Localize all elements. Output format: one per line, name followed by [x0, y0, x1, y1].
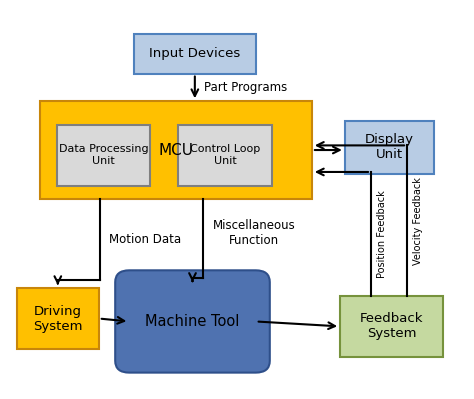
Text: Position Feedback: Position Feedback	[377, 190, 387, 278]
Text: Miscellaneous
Function: Miscellaneous Function	[213, 219, 295, 247]
Text: Velocity Feedback: Velocity Feedback	[413, 177, 423, 265]
FancyBboxPatch shape	[115, 270, 270, 373]
FancyBboxPatch shape	[134, 34, 256, 73]
Text: Motion Data: Motion Data	[109, 233, 182, 246]
FancyBboxPatch shape	[57, 125, 150, 186]
Text: MCU: MCU	[159, 143, 193, 158]
Text: Feedback
System: Feedback System	[360, 312, 423, 340]
Text: Display
Unit: Display Unit	[365, 133, 414, 161]
FancyBboxPatch shape	[340, 296, 443, 357]
FancyBboxPatch shape	[178, 125, 272, 186]
Text: Part Programs: Part Programs	[204, 81, 287, 94]
Text: Machine Tool: Machine Tool	[146, 314, 240, 329]
Text: Control Loop
Unit: Control Loop Unit	[190, 144, 260, 166]
Text: Input Devices: Input Devices	[149, 47, 240, 60]
Text: Driving
System: Driving System	[33, 304, 82, 332]
FancyBboxPatch shape	[17, 288, 99, 349]
FancyBboxPatch shape	[345, 121, 434, 174]
Text: Data Processing
Unit: Data Processing Unit	[59, 144, 148, 166]
FancyBboxPatch shape	[40, 101, 312, 200]
